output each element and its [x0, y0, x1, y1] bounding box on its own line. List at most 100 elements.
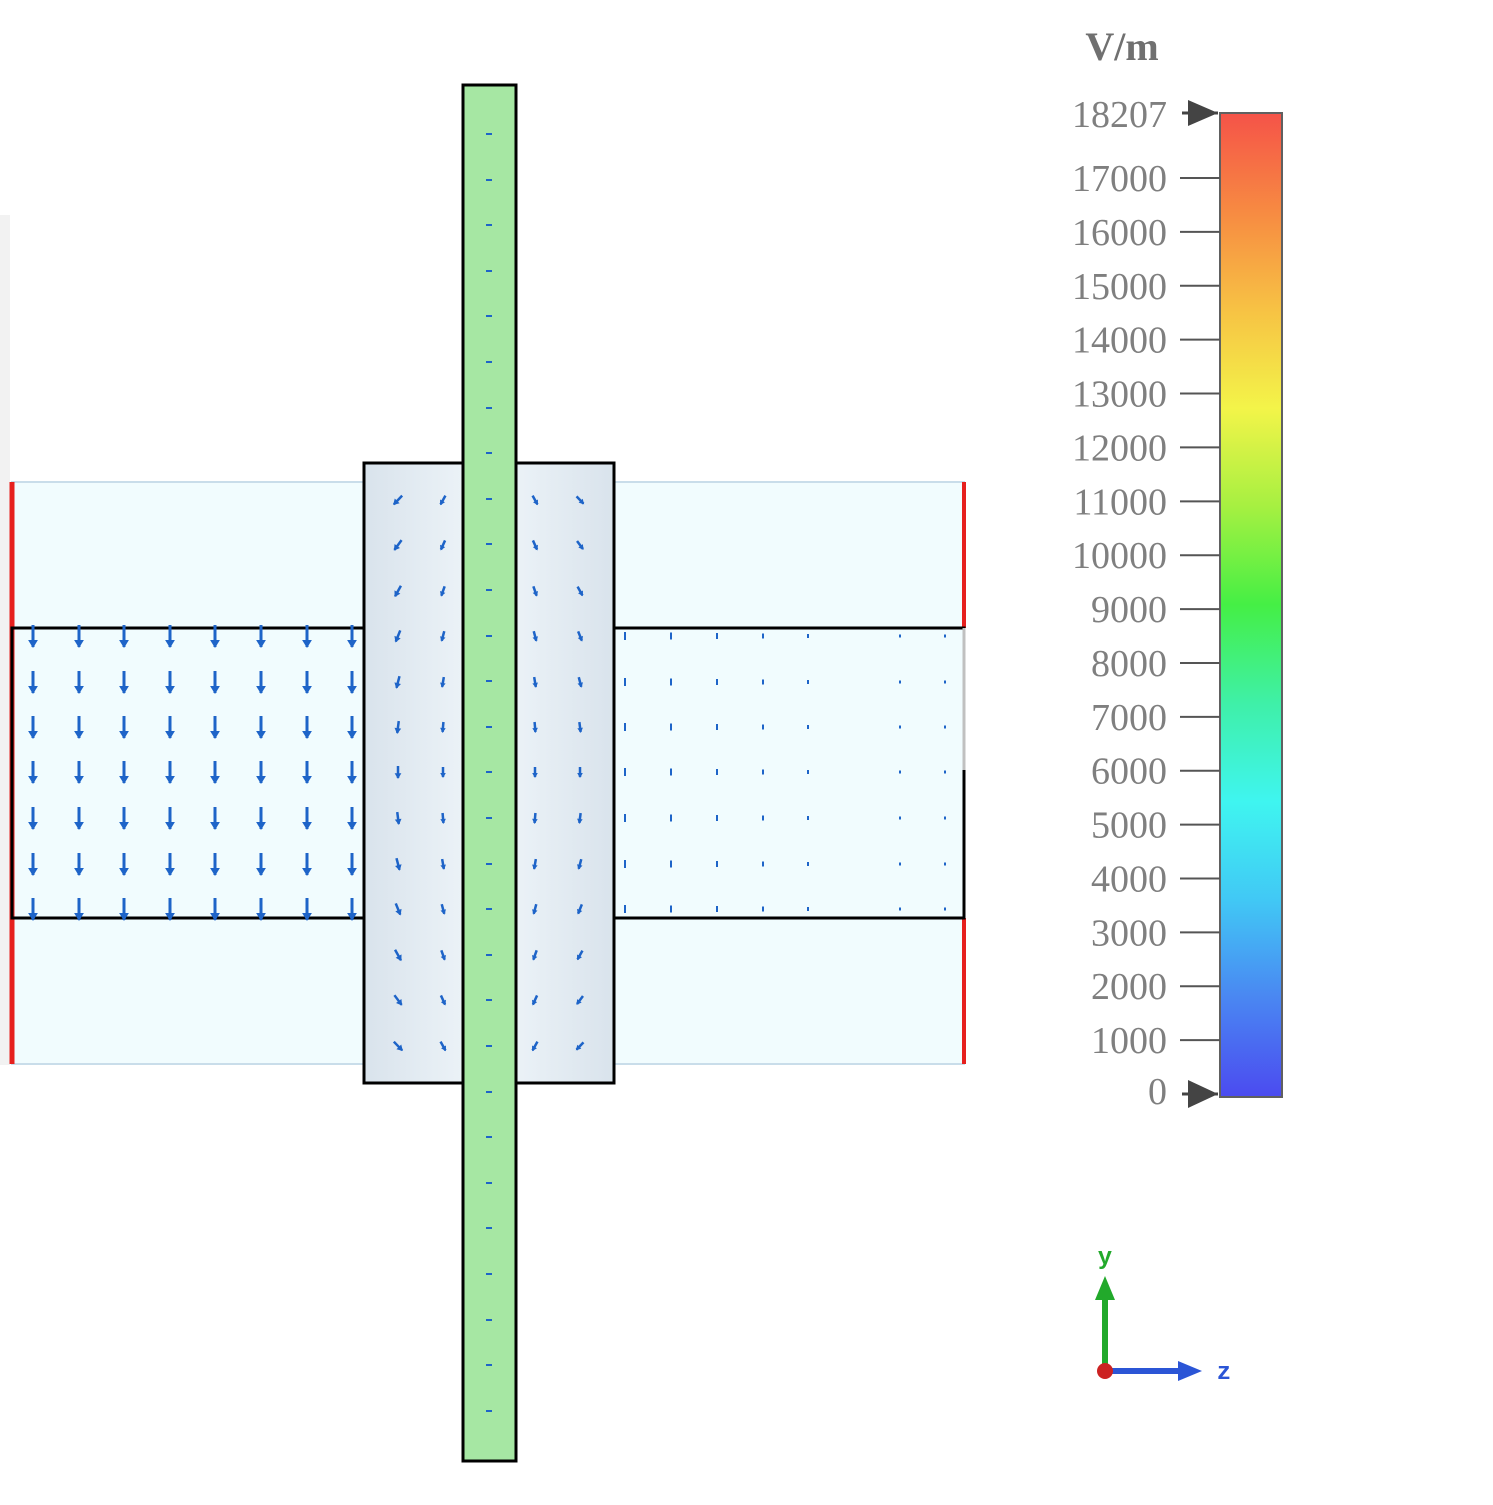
colorbar-tick-label: 6000 — [1091, 751, 1167, 793]
field-arrow — [28, 671, 38, 694]
z-axis-label: z — [1217, 1360, 1231, 1387]
field-arrow — [28, 716, 38, 739]
colorbar-tick-label: 1000 — [1091, 1020, 1167, 1062]
colorbar-tick-label: 12000 — [1072, 427, 1167, 469]
field-arrow — [302, 625, 312, 648]
field-arrow — [210, 853, 220, 876]
field-arrow — [392, 494, 404, 506]
field-arrow — [74, 671, 84, 694]
field-arrow — [165, 761, 175, 784]
colorbar-gradient — [1219, 112, 1283, 1098]
field-arrow — [210, 671, 220, 694]
field-vectors — [28, 133, 946, 1412]
field-arrow — [440, 812, 446, 824]
field-arrow — [119, 807, 129, 830]
field-arrow — [531, 495, 539, 506]
field-arrow — [532, 949, 538, 961]
field-arrow — [119, 671, 129, 694]
field-arrow — [394, 720, 402, 734]
colorbar: V/m 17000 16000 15000 14000 13000 12000 11000 1… — [1072, 24, 1283, 1113]
field-arrow — [532, 721, 538, 733]
field-arrow — [439, 994, 447, 1006]
field-arrow — [119, 761, 129, 784]
colorbar-tick-label: 17000 — [1072, 158, 1167, 200]
y-axis-arrowhead — [1095, 1276, 1115, 1300]
field-arrow — [256, 716, 266, 739]
field-arrow — [28, 761, 38, 784]
field-arrow — [532, 676, 538, 688]
field-arrow — [440, 767, 446, 778]
field-arrow — [256, 625, 266, 648]
field-arrow — [210, 761, 220, 784]
field-arrow — [74, 898, 84, 921]
colorbar-min-marker — [1182, 1080, 1218, 1108]
field-arrow — [165, 716, 175, 739]
field-arrow — [347, 625, 357, 648]
colorbar-tick-label: 14000 — [1072, 320, 1167, 362]
field-arrow — [395, 857, 402, 871]
field-arrow — [119, 716, 129, 739]
field-arrow — [347, 807, 357, 830]
field-arrow — [393, 949, 403, 962]
field-arrow — [532, 767, 538, 778]
field-arrow — [575, 495, 585, 505]
field-arrow — [119, 898, 129, 921]
field-arrow — [347, 761, 357, 784]
field-arrow — [577, 721, 583, 733]
field-arrow — [302, 671, 312, 694]
colorbar-tick-label: 4000 — [1091, 858, 1167, 900]
colorbar-tick-label: 3000 — [1091, 912, 1167, 954]
y-axis-label: y — [1098, 1245, 1112, 1272]
field-arrow — [440, 858, 446, 870]
field-arrow — [210, 807, 220, 830]
field-arrow — [577, 858, 583, 870]
colorbar-tick-label: 16000 — [1072, 212, 1167, 254]
field-arrow — [165, 898, 175, 921]
field-arrow — [28, 853, 38, 876]
field-arrow — [347, 898, 357, 921]
field-arrow — [74, 625, 84, 648]
field-arrow — [165, 807, 175, 830]
field-arrow — [440, 949, 446, 961]
field-arrow — [440, 630, 446, 642]
field-arrow — [394, 902, 402, 916]
colorbar-tick-label: 7000 — [1091, 697, 1167, 739]
field-arrow — [439, 1041, 447, 1052]
field-arrow — [576, 586, 584, 597]
field-arrow — [393, 539, 403, 551]
field-arrow — [440, 903, 446, 915]
field-arrow — [28, 625, 38, 648]
field-arrow — [576, 630, 584, 642]
colorbar-unit: V/m — [1085, 24, 1158, 69]
field-arrow — [347, 853, 357, 876]
field-arrow — [576, 903, 584, 915]
field-arrow — [532, 858, 538, 870]
field-arrow — [74, 807, 84, 830]
field-arrow — [256, 898, 266, 921]
field-arrow — [439, 539, 447, 551]
colorbar-tick-label: 8000 — [1091, 643, 1167, 685]
field-arrow — [74, 761, 84, 784]
field-arrow — [165, 671, 175, 694]
field-arrow — [531, 539, 539, 551]
field-arrow — [575, 1041, 585, 1051]
field-arrow — [210, 625, 220, 648]
left-edge-panel — [0, 215, 10, 1065]
colorbar-min-label: 0 — [1148, 1071, 1167, 1113]
field-arrow — [531, 994, 539, 1006]
field-arrow — [394, 766, 402, 779]
field-arrow — [165, 625, 175, 648]
colorbar-tick-label: 9000 — [1091, 589, 1167, 631]
field-arrow — [302, 853, 312, 876]
field-arrow — [393, 585, 403, 598]
field-arrow — [532, 903, 538, 915]
field-arrow — [576, 540, 584, 550]
field-arrow — [531, 1041, 539, 1052]
colorbar-tick-label: 11000 — [1073, 481, 1167, 523]
colorbar-max-label: 18207 — [1072, 94, 1167, 136]
field-arrow — [439, 495, 447, 506]
field-arrow — [440, 721, 446, 733]
colorbar-tick-label: 10000 — [1072, 535, 1167, 577]
field-arrow — [577, 812, 583, 824]
